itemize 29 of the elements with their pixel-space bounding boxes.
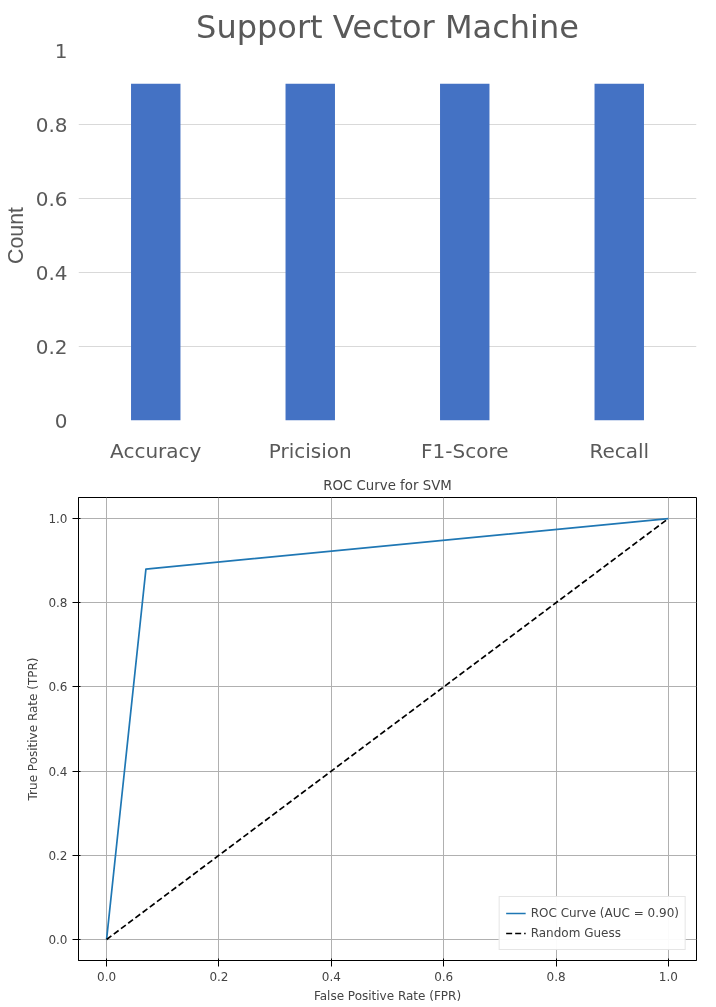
x-tick-label: F1-Score	[421, 438, 509, 463]
x-tick-label: Recall	[589, 438, 650, 463]
legend-label: ROC Curve (AUC = 0.90)	[530, 906, 679, 920]
x-tick-label: 0.2	[209, 969, 229, 984]
y-tick-label: 0	[54, 408, 68, 433]
y-axis-title: Count	[3, 206, 28, 264]
y-tick-label: 1.0	[48, 512, 68, 527]
y-tick-label: 0.8	[35, 112, 68, 137]
y-tick-label: 0.8	[48, 596, 68, 611]
chart-title: ROC Curve for SVM	[323, 477, 452, 493]
x-tick-label: 0.8	[546, 969, 566, 984]
x-axis-title: False Positive Rate (FPR)	[313, 988, 462, 1003]
y-tick-label: 0.4	[35, 260, 68, 285]
chart-title: Support Vector Machine	[196, 7, 579, 46]
x-tick-label: 1.0	[658, 969, 678, 984]
y-tick-label: 0.6	[48, 680, 68, 695]
y-tick-label: 1	[54, 38, 68, 63]
y-tick-label: 0.2	[48, 848, 68, 863]
x-tick-label: Accuracy	[110, 438, 202, 463]
x-tick-label: 0.0	[97, 969, 117, 984]
x-tick-label: 0.4	[321, 969, 341, 984]
x-tick-label: Pricision	[268, 438, 352, 463]
y-axis-title: True Positive Rate (TPR)	[26, 657, 41, 802]
x-tick-label: 0.6	[434, 969, 454, 984]
y-tick-label: 0.2	[35, 334, 68, 359]
y-tick-label: 0.4	[48, 764, 68, 779]
y-tick-label: 0.6	[35, 186, 68, 211]
y-tick-label: 0.0	[48, 932, 68, 947]
legend-label: Random Guess	[530, 926, 621, 940]
